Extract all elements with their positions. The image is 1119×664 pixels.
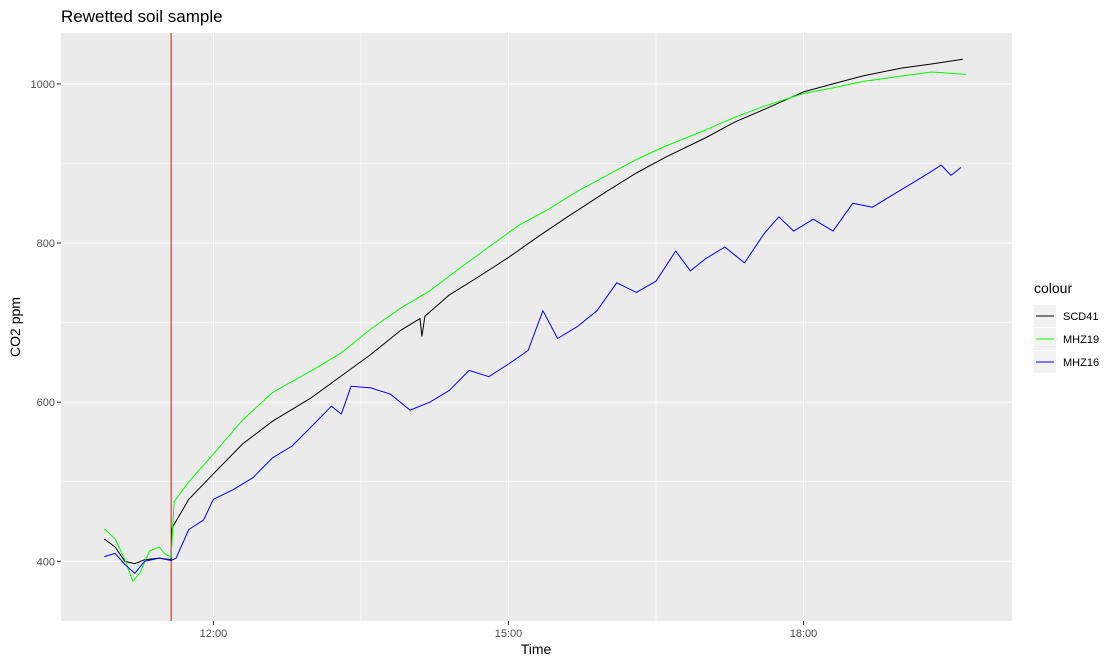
x-axis-title: Time xyxy=(521,641,552,657)
legend-label: MHZ16 xyxy=(1063,357,1099,369)
y-tick-label: 1000 xyxy=(31,79,55,91)
y-tick-label: 800 xyxy=(37,238,55,250)
legend: colour SCD41 MHZ19 MHZ16 xyxy=(1034,280,1099,373)
y-tick-label: 600 xyxy=(37,397,55,409)
series-line-mhz16 xyxy=(104,164,962,574)
series-line-scd41 xyxy=(104,58,963,565)
legend-item-scd41: SCD41 xyxy=(1034,305,1098,327)
series-line-mhz19 xyxy=(103,71,966,582)
grid xyxy=(61,33,1012,621)
chart-title: Rewetted soil sample xyxy=(61,7,223,26)
x-tick-label: 12:00 xyxy=(200,628,228,640)
axis-ticks: 400 600 800 1000 12:00 15:00 18:00 xyxy=(31,79,818,640)
x-tick-label: 15:00 xyxy=(495,628,523,640)
series-lines xyxy=(103,58,966,582)
legend-label: MHZ19 xyxy=(1063,334,1099,346)
legend-label: SCD41 xyxy=(1063,311,1098,323)
x-tick-label: 18:00 xyxy=(790,628,818,640)
legend-title: colour xyxy=(1034,280,1072,296)
y-axis-title: CO2 ppm xyxy=(7,297,23,357)
legend-item-mhz16: MHZ16 xyxy=(1034,351,1099,373)
y-tick-label: 400 xyxy=(37,556,55,568)
legend-item-mhz19: MHZ19 xyxy=(1034,328,1099,350)
